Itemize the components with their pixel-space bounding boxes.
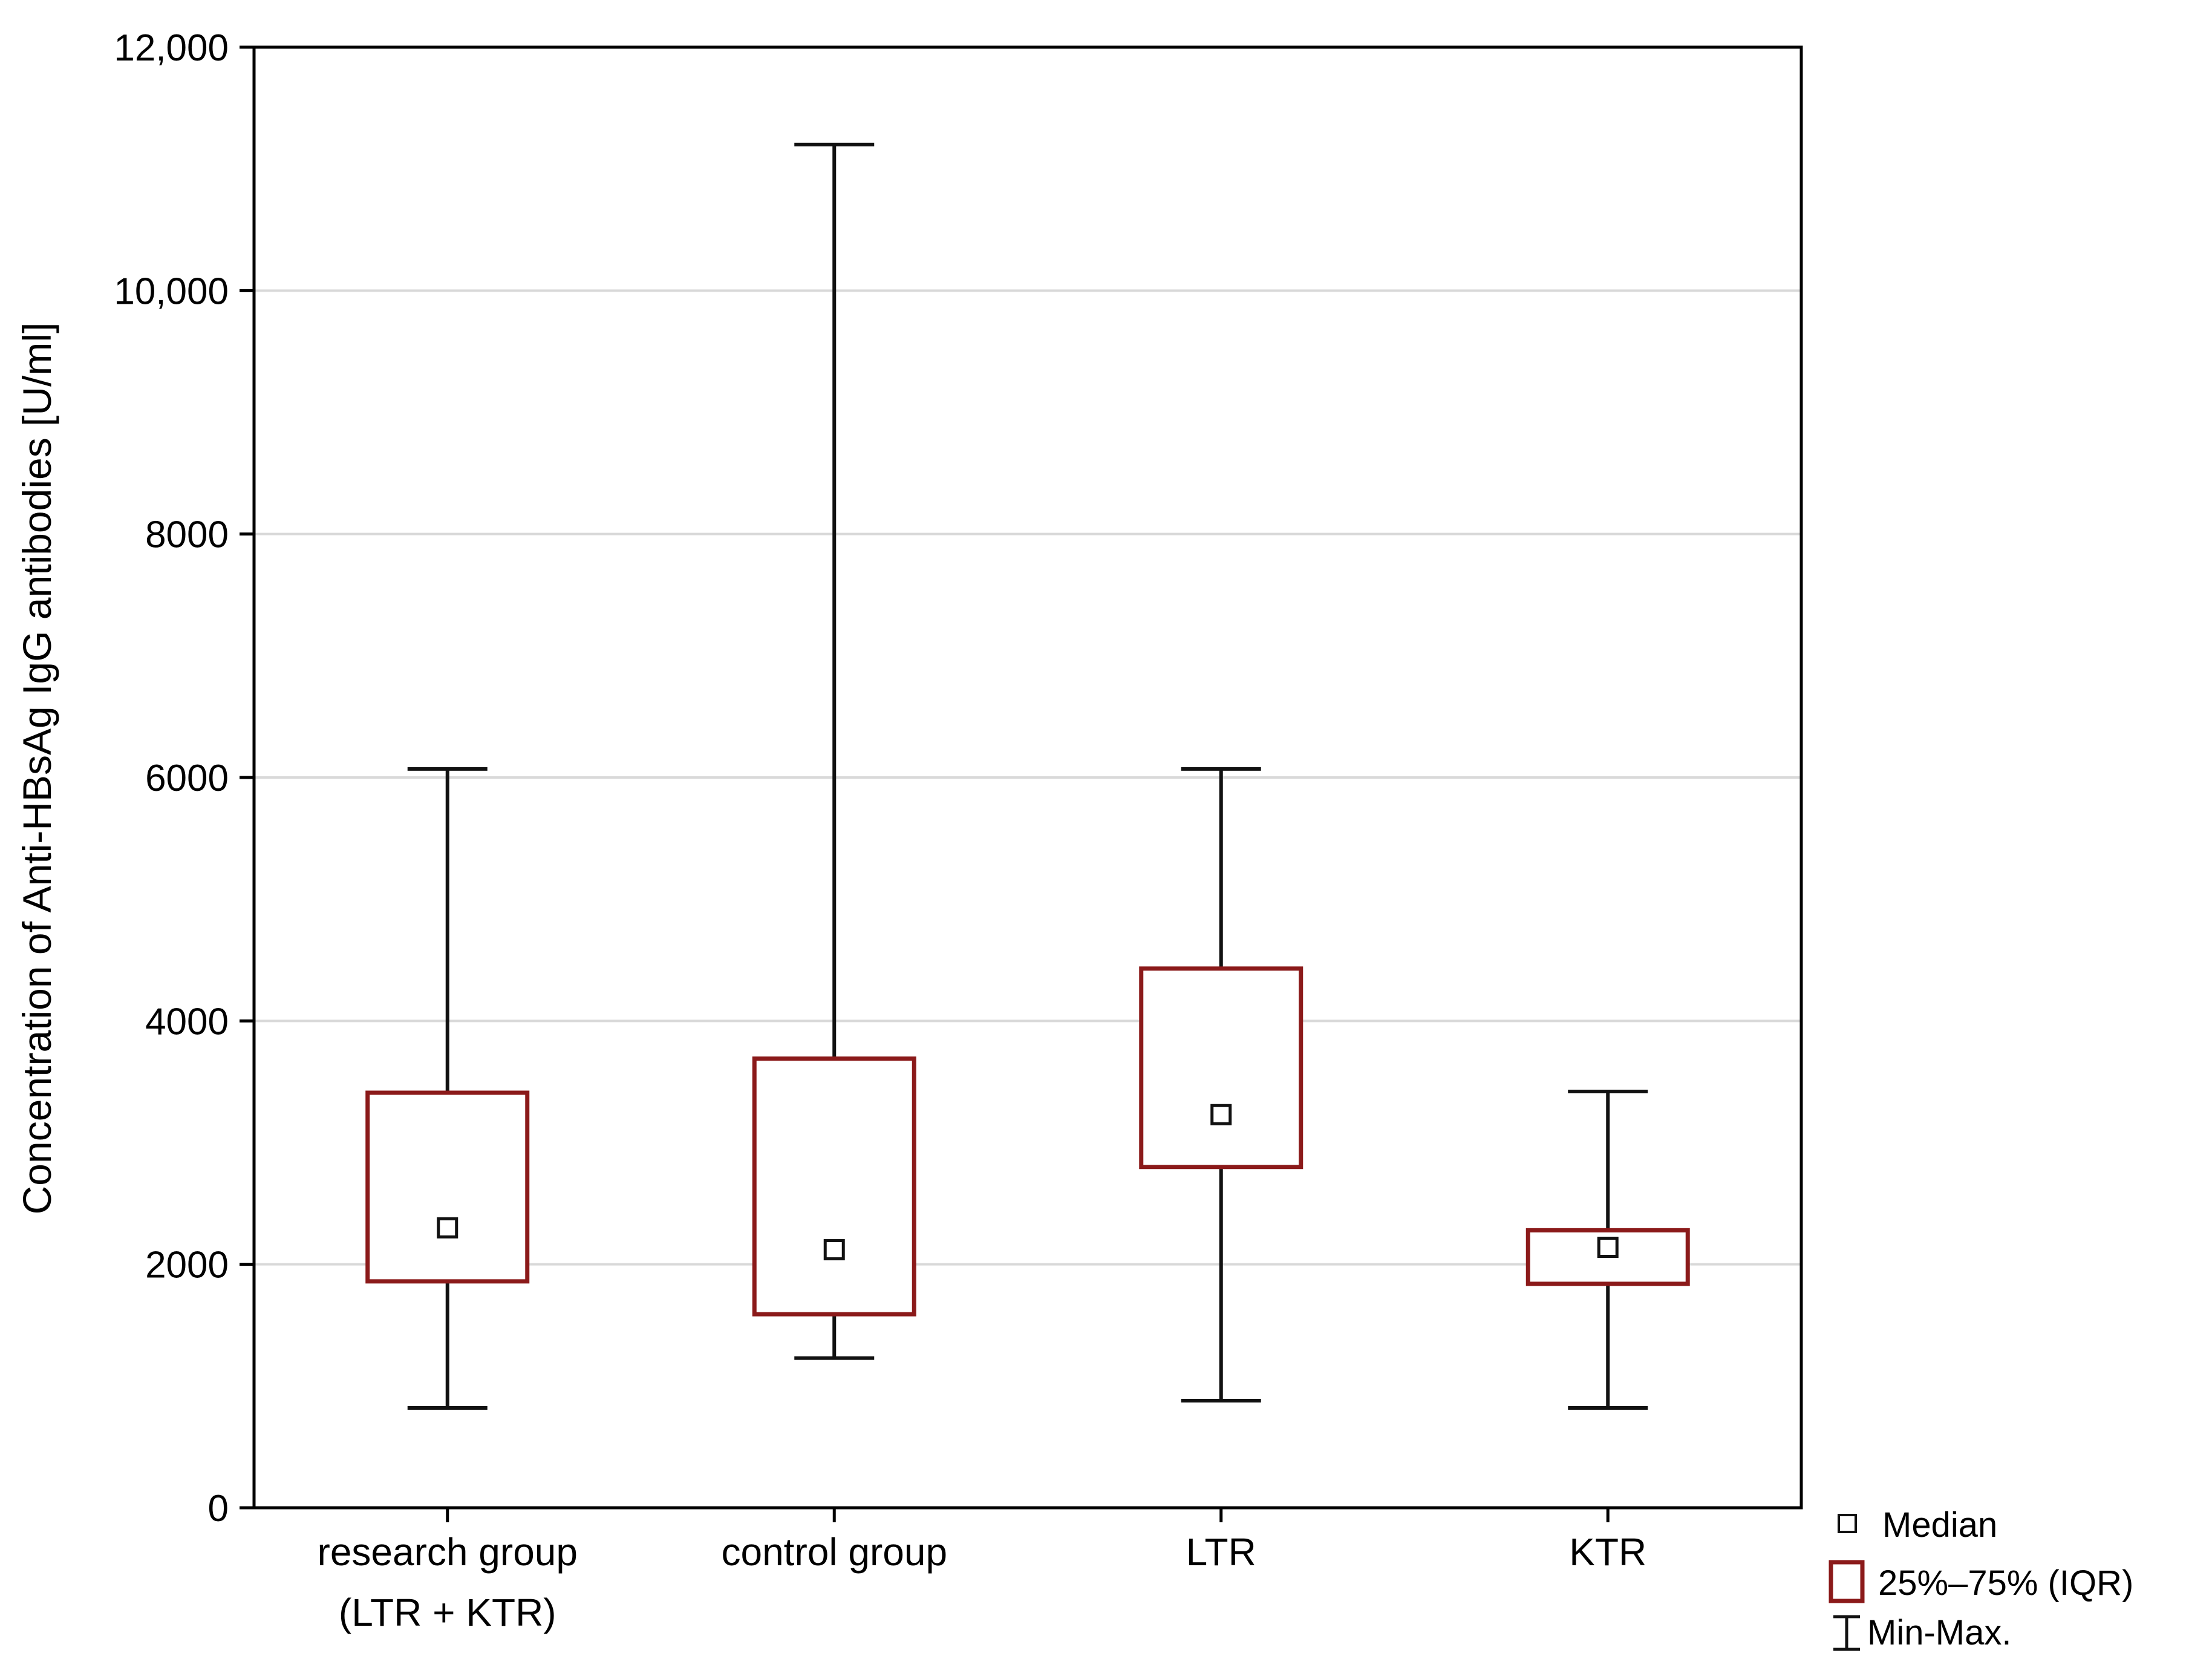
iqr-box (1139, 966, 1303, 1170)
median-marker (1597, 1237, 1619, 1258)
y-tick-label: 4000 (145, 1001, 229, 1042)
category-label: KTR (1569, 1530, 1646, 1574)
y-axis-title: Concentration of Anti-HBsAg IgG antibodi… (15, 322, 59, 1215)
category-label: control group (721, 1530, 947, 1574)
y-tick-label: 8000 (145, 514, 229, 556)
iqr-box (365, 1090, 530, 1284)
legend-iqr-label: 25%–75% (IQR) (1878, 1563, 2133, 1603)
legend: Median 25%–75% (IQR) Min-Max. (1829, 1505, 2133, 1652)
y-tick-label: 10,000 (114, 270, 229, 312)
legend-iqr-box-icon (1829, 1560, 1865, 1603)
y-tick-label: 6000 (145, 758, 229, 799)
legend-median-label: Median (1882, 1505, 1997, 1545)
legend-minmax-whisker-icon (1833, 1615, 1860, 1651)
y-tick-label: 0 (208, 1488, 229, 1530)
y-tick-label: 2000 (145, 1245, 229, 1286)
median-marker (437, 1217, 458, 1239)
category-label: research group (318, 1530, 578, 1574)
iqr-box (752, 1056, 916, 1317)
median-marker (1210, 1104, 1232, 1125)
category-label: (LTR + KTR) (339, 1591, 556, 1634)
legend-minmax-label: Min-Max. (1867, 1613, 2011, 1652)
median-marker (823, 1239, 845, 1261)
category-label: LTR (1186, 1530, 1256, 1574)
y-tick-label: 12,000 (114, 27, 229, 69)
legend-median-square-icon (1838, 1514, 1857, 1533)
